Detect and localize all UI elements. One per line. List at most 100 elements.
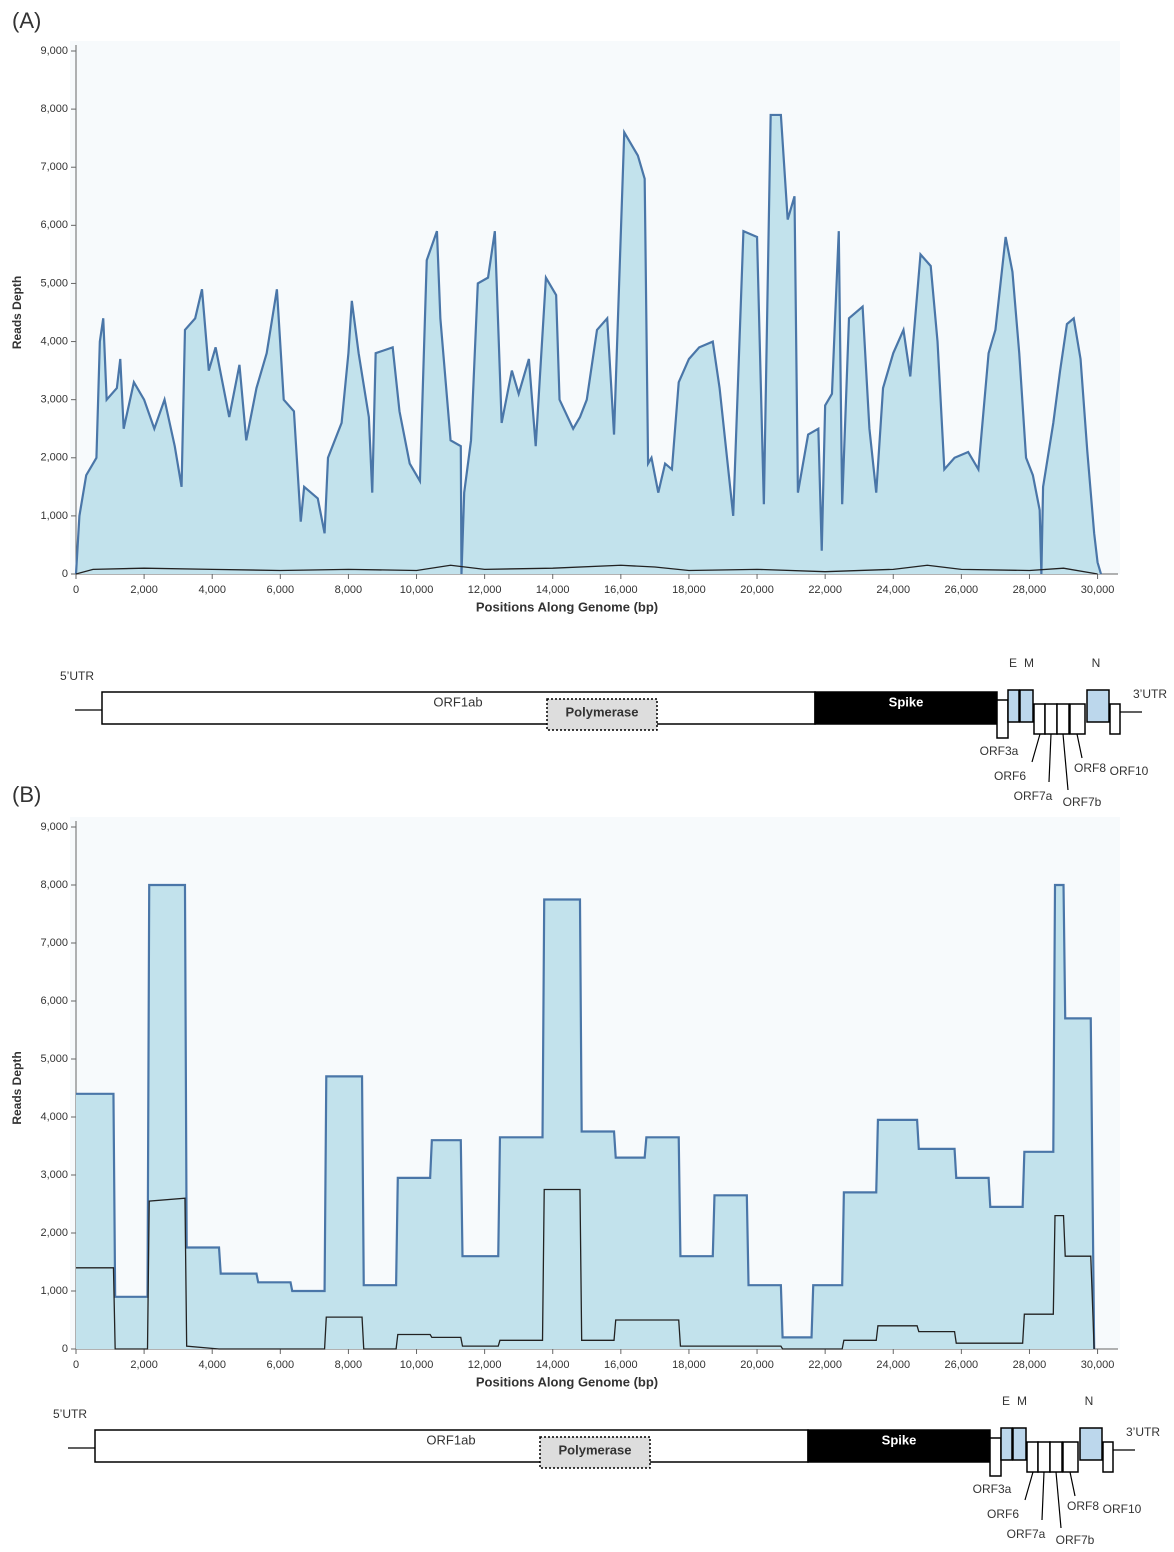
orf1ab-box <box>101 691 816 725</box>
y-axis-title: Reads Depth <box>10 276 24 349</box>
coverage-line <box>74 113 1103 575</box>
gene-label: 5’UTR <box>60 669 94 683</box>
gene-label: Spike <box>882 1432 917 1447</box>
x-tick-label: 16,000 <box>604 1359 638 1371</box>
gene-label: ORF3a <box>973 1482 1012 1496</box>
gene-label: 3’UTR <box>1133 687 1167 701</box>
spike-box <box>807 1429 991 1463</box>
gene-label: ORF10 <box>1110 764 1149 778</box>
orf7a-box <box>1037 1441 1051 1473</box>
coverage-fill <box>76 885 1095 1349</box>
y-tick-label: 7,000 <box>40 937 68 949</box>
x-tick-label: 0 <box>73 584 79 596</box>
y-tick-label: 9,000 <box>40 45 68 57</box>
e-box <box>1007 689 1020 723</box>
x-tick-label: 22,000 <box>808 584 842 596</box>
x-tick-label: 14,000 <box>536 1359 570 1371</box>
gene-label: N <box>1092 656 1101 670</box>
leader-line <box>1024 1471 1034 1501</box>
x-tick-label: 16,000 <box>604 584 638 596</box>
panel-label: (A) <box>12 8 41 33</box>
m-box <box>1019 689 1034 723</box>
y-tick-label: 8,000 <box>40 103 68 115</box>
gene-label: 5’UTR <box>53 1407 87 1421</box>
y-axis-title: Reads Depth <box>10 1051 24 1124</box>
orf6-box <box>1026 1441 1039 1473</box>
gene-label: ORF7a <box>1014 789 1053 803</box>
gene-label: ORF7a <box>1007 1527 1046 1541</box>
y-tick-label: 2,000 <box>40 452 68 464</box>
gene-label: M <box>1024 656 1034 670</box>
gene-label: ORF6 <box>994 769 1026 783</box>
y-tick-label: 1,000 <box>40 1285 68 1297</box>
x-tick-label: 18,000 <box>672 1359 706 1371</box>
y-tick-label: 4,000 <box>40 335 68 347</box>
x-tick-label: 4,000 <box>198 1359 226 1371</box>
gene-label: Polymerase <box>559 1442 632 1457</box>
x-tick-label: 6,000 <box>267 1359 295 1371</box>
gene-label: Polymerase <box>566 704 639 719</box>
x-tick-label: 14,000 <box>536 584 570 596</box>
orf1ab-box <box>94 1429 809 1463</box>
x-tick-label: 26,000 <box>945 584 979 596</box>
x-tick-label: 30,000 <box>1081 584 1115 596</box>
gene-label: E <box>1009 656 1017 670</box>
y-tick-label: 4,000 <box>40 1111 68 1123</box>
x-tick-label: 22,000 <box>808 1359 842 1371</box>
n-box <box>1079 1427 1103 1461</box>
y-tick-label: 3,000 <box>40 394 68 406</box>
y-tick-label: 3,000 <box>40 1169 68 1181</box>
m-box <box>1012 1427 1027 1461</box>
orf8-box <box>1069 703 1086 735</box>
gene-label: ORF6 <box>987 1507 1019 1521</box>
orf8-box <box>1062 1441 1079 1473</box>
coverage-line <box>75 564 1098 575</box>
e-box <box>1000 1427 1013 1461</box>
y-tick-label: 9,000 <box>40 821 68 833</box>
y-tick-label: 6,000 <box>40 219 68 231</box>
x-axis-title: Positions Along Genome (bp) <box>476 599 658 614</box>
orf10-box <box>1109 703 1121 735</box>
orf7b-box <box>1056 703 1070 735</box>
gene-label: ORF1ab <box>433 694 482 709</box>
gene-label: ORF7b <box>1056 1533 1095 1547</box>
x-tick-label: 6,000 <box>267 584 295 596</box>
gene-label: Spike <box>889 694 924 709</box>
x-tick-label: 30,000 <box>1081 1359 1115 1371</box>
x-tick-label: 28,000 <box>1013 584 1047 596</box>
y-tick-label: 6,000 <box>40 995 68 1007</box>
y-tick-label: 0 <box>62 1343 68 1355</box>
x-tick-label: 10,000 <box>400 1359 434 1371</box>
x-tick-label: 18,000 <box>672 584 706 596</box>
orf3a-box <box>989 1437 1002 1477</box>
leader-line <box>1069 1471 1076 1497</box>
gene-label: ORF3a <box>980 744 1019 758</box>
x-tick-label: 24,000 <box>876 584 910 596</box>
gene-label: ORF1ab <box>426 1432 475 1447</box>
gene-label: 3’UTR <box>1126 1425 1160 1439</box>
leader-line <box>1062 733 1069 791</box>
leader-line <box>1076 733 1083 759</box>
y-tick-label: 1,000 <box>40 510 68 522</box>
panel-label: (B) <box>12 782 41 807</box>
orf7b-box <box>1049 1441 1063 1473</box>
gene-label: ORF8 <box>1067 1499 1099 1513</box>
x-axis-title: Positions Along Genome (bp) <box>476 1374 658 1389</box>
x-tick-label: 12,000 <box>468 584 502 596</box>
gene-label: E <box>1002 1394 1010 1408</box>
x-tick-label: 24,000 <box>876 1359 910 1371</box>
polymerase-box <box>539 1436 651 1469</box>
gene-label: ORF10 <box>1103 1502 1142 1516</box>
x-tick-label: 8,000 <box>335 1359 363 1371</box>
coverage-line <box>76 1188 1095 1350</box>
x-tick-label: 28,000 <box>1013 1359 1047 1371</box>
orf7a-box <box>1044 703 1058 735</box>
leader-line <box>1055 1471 1062 1529</box>
orf3a-box <box>996 699 1009 739</box>
gene-label: ORF8 <box>1074 761 1106 775</box>
polymerase-box <box>546 698 658 731</box>
n-box <box>1086 689 1110 723</box>
y-tick-label: 0 <box>62 568 68 580</box>
gene-label: ORF7b <box>1063 795 1102 809</box>
